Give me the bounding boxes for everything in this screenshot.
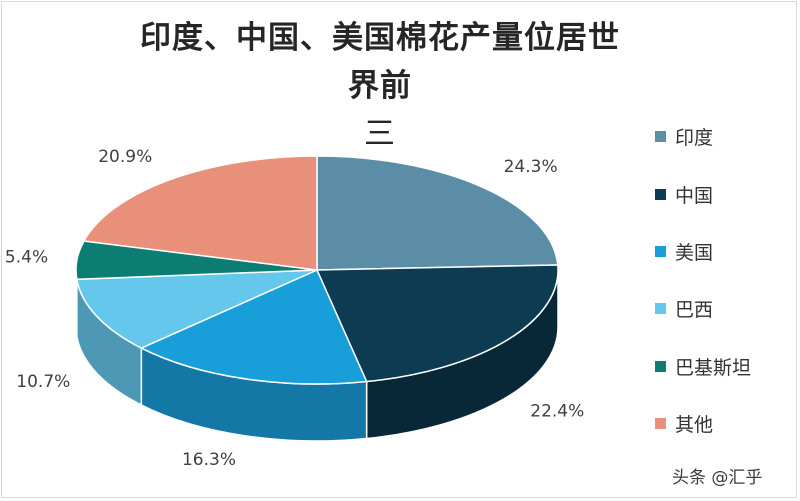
- legend-item-1: 印度: [655, 108, 795, 165]
- chart-title-line2: 三: [364, 116, 396, 152]
- watermark: 头条 @汇乎: [672, 468, 763, 488]
- pie-slice-2: [315, 264, 559, 383]
- legend-label-6: 其他: [675, 414, 714, 437]
- legend-label-5: 巴基斯坦: [675, 356, 752, 379]
- chart-legend: 印度中国美国巴西巴基斯坦其他: [655, 108, 795, 452]
- legend-swatch-1: [655, 131, 666, 143]
- legend-swatch-3: [655, 245, 666, 257]
- pie-data-labels: 24.3% 22.4% 16.3% 10.7% 5.4% 20.9%: [5, 147, 584, 470]
- pie-slice-1: [316, 155, 559, 271]
- legend-item-6: 其他: [655, 395, 795, 452]
- pie-slice-3: [139, 269, 368, 385]
- legend-label-3: 美国: [675, 241, 714, 264]
- legend-swatch-4: [655, 303, 666, 315]
- legend-item-3: 美国: [655, 223, 795, 280]
- data-label-1: 24.3%: [504, 157, 558, 177]
- pie-slice-4: [75, 269, 318, 349]
- chart-title-line1: 印度、中国、美国棉花产量位居世界前: [140, 20, 620, 104]
- legend-swatch-2: [655, 188, 666, 200]
- legend-swatch-5: [655, 360, 666, 372]
- pie-slices: [75, 155, 559, 385]
- legend-label-4: 巴西: [675, 299, 714, 322]
- legend-swatch-6: [655, 418, 666, 430]
- legend-item-5: 巴基斯坦: [655, 338, 795, 395]
- legend-item-2: 中国: [655, 165, 795, 222]
- legend-label-2: 中国: [675, 184, 714, 207]
- data-label-4: 10.7%: [16, 372, 70, 392]
- data-label-3: 16.3%: [182, 450, 236, 470]
- data-label-2: 22.4%: [530, 401, 584, 421]
- pie-slice-6: [82, 155, 318, 271]
- data-label-6: 20.9%: [98, 147, 152, 167]
- legend-item-4: 巴西: [655, 280, 795, 337]
- chart-title: 印度、中国、美国棉花产量位居世界前 三: [130, 14, 630, 158]
- data-label-5: 5.4%: [5, 247, 48, 267]
- legend-label-1: 印度: [675, 127, 714, 150]
